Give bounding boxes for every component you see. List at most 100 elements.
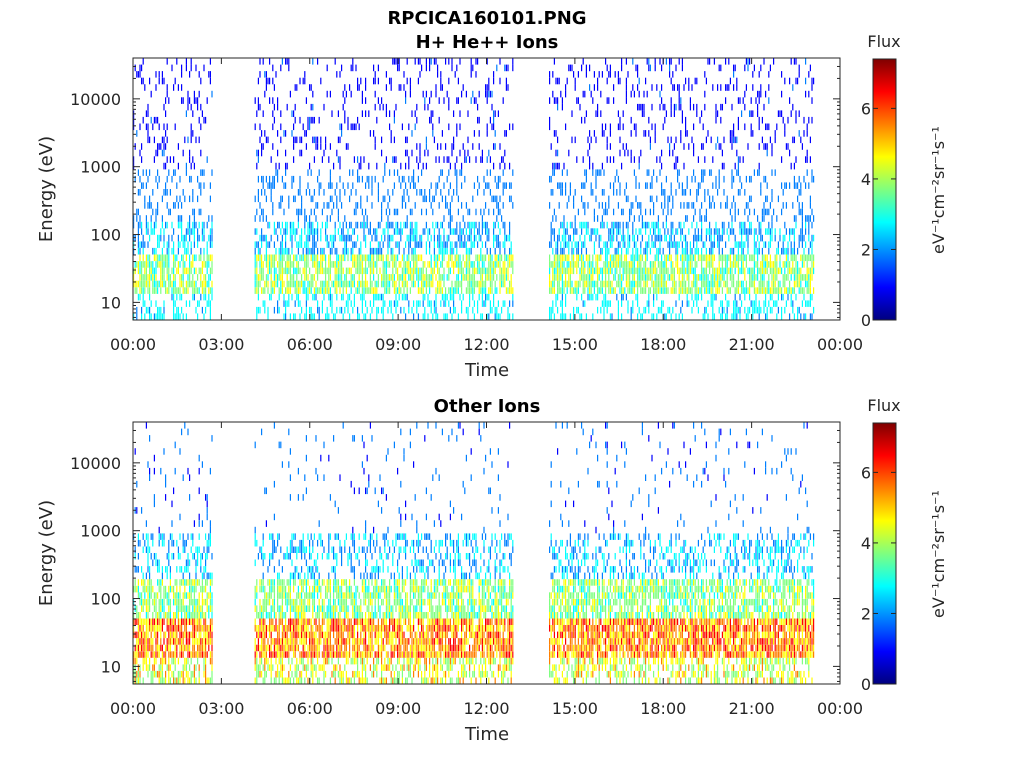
flux-cell xyxy=(182,149,184,157)
flux-cell xyxy=(201,287,203,294)
flux-cell xyxy=(197,228,199,235)
flux-cell xyxy=(507,267,509,275)
flux-cell xyxy=(310,208,312,216)
flux-cell xyxy=(637,247,639,255)
flux-cell xyxy=(273,221,275,229)
flux-cell xyxy=(406,293,408,301)
flux-cell xyxy=(477,267,479,275)
flux-cell xyxy=(491,103,493,111)
flux-cell xyxy=(283,130,285,137)
flux-cell xyxy=(758,280,760,288)
flux-cell xyxy=(264,300,266,307)
flux-cell xyxy=(177,241,179,248)
flux-cell xyxy=(315,136,317,144)
flux-cell xyxy=(793,182,795,189)
flux-cell xyxy=(557,234,559,242)
flux-cell xyxy=(475,254,477,262)
flux-cell xyxy=(699,274,701,281)
flux-cell xyxy=(358,313,360,320)
flux-cell xyxy=(608,274,610,281)
flux-cell xyxy=(741,300,743,307)
flux-cell xyxy=(477,116,479,124)
flux-cell xyxy=(613,274,615,281)
flux-cell xyxy=(347,228,349,235)
flux-cell xyxy=(190,267,192,275)
flux-cell xyxy=(787,287,789,294)
flux-cell xyxy=(803,293,805,301)
flux-cell xyxy=(443,182,445,189)
flux-cell xyxy=(800,189,802,196)
flux-cell xyxy=(750,267,752,275)
flux-cell xyxy=(166,156,168,163)
flux-cell xyxy=(672,274,674,281)
flux-cell xyxy=(389,280,391,288)
flux-cell xyxy=(641,110,643,117)
flux-cell xyxy=(665,110,667,117)
flux-cell xyxy=(721,300,723,307)
flux-cell xyxy=(286,300,288,307)
flux-cell xyxy=(198,71,200,78)
flux-cell xyxy=(432,123,434,131)
flux-cell xyxy=(649,182,651,189)
flux-cell xyxy=(731,136,733,144)
flux-cell xyxy=(365,261,367,268)
flux-cell xyxy=(312,234,314,242)
flux-cell xyxy=(208,300,210,307)
flux-cell xyxy=(693,143,695,150)
flux-cell xyxy=(157,287,159,294)
flux-cell xyxy=(739,293,741,301)
flux-cell xyxy=(555,162,557,170)
flux-cell xyxy=(784,280,786,288)
flux-cell xyxy=(710,254,712,262)
flux-cell xyxy=(560,241,562,248)
flux-cell xyxy=(582,261,584,268)
flux-cell xyxy=(765,293,767,301)
flux-cell xyxy=(694,247,696,255)
flux-cell xyxy=(302,254,304,262)
flux-cell xyxy=(798,234,800,242)
flux-cell xyxy=(275,280,277,288)
flux-cell xyxy=(637,84,639,91)
flux-cell xyxy=(550,189,552,196)
flux-cell xyxy=(347,116,349,124)
flux-cell xyxy=(401,228,403,235)
flux-cell xyxy=(632,267,634,275)
flux-cell xyxy=(363,280,365,288)
flux-cell xyxy=(609,156,611,163)
flux-cell xyxy=(176,313,178,320)
flux-cell xyxy=(704,90,706,98)
flux-cell xyxy=(625,221,627,229)
flux-cell xyxy=(414,254,416,262)
flux-cell xyxy=(553,254,555,262)
flux-cell xyxy=(747,241,749,248)
flux-cell xyxy=(416,274,418,281)
flux-cell xyxy=(673,287,675,294)
flux-cell xyxy=(166,123,168,131)
flux-cell xyxy=(606,247,608,255)
flux-cell xyxy=(683,254,685,262)
flux-cell xyxy=(640,149,642,157)
flux-cell xyxy=(477,261,479,268)
flux-cell xyxy=(152,123,154,131)
flux-cell xyxy=(137,208,139,216)
flux-cell xyxy=(731,228,733,235)
flux-cell xyxy=(374,71,376,78)
flux-cell xyxy=(470,97,472,104)
flux-cell xyxy=(323,267,325,275)
flux-cell xyxy=(486,234,488,242)
flux-cell xyxy=(425,208,427,216)
flux-cell xyxy=(605,293,607,301)
flux-cell xyxy=(289,274,291,281)
flux-cell xyxy=(181,202,183,209)
flux-cell xyxy=(715,175,717,183)
flux-cell xyxy=(757,287,759,294)
flux-cell xyxy=(345,280,347,288)
flux-cell xyxy=(725,261,727,268)
flux-cell xyxy=(185,234,187,242)
flux-cell xyxy=(563,241,565,248)
flux-cell xyxy=(477,189,479,196)
flux-cell xyxy=(310,313,312,320)
flux-cell xyxy=(806,287,808,294)
flux-cell xyxy=(171,280,173,288)
flux-cell xyxy=(625,274,627,281)
